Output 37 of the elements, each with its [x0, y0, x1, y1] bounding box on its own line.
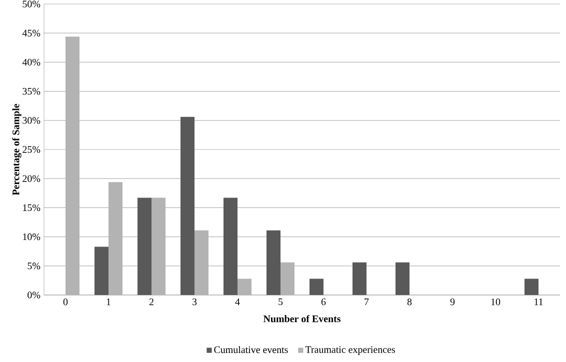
- bar: [352, 262, 367, 295]
- bar: [138, 198, 152, 295]
- x-tick-label: 8: [407, 298, 412, 306]
- y-tick-label: 40%: [22, 58, 40, 66]
- y-tick-label: 30%: [22, 117, 40, 124]
- x-tick-label: 10: [491, 298, 500, 306]
- x-tick-label: 9: [450, 298, 455, 306]
- bar: [524, 278, 539, 295]
- bar: [266, 230, 281, 295]
- legend-label: Traumatic experiences: [305, 346, 395, 355]
- x-tick-label: 2: [149, 298, 154, 306]
- y-tick-label: 25%: [22, 146, 40, 153]
- x-tick-label: 3: [192, 298, 197, 306]
- legend-label: Cumulative events: [214, 346, 288, 354]
- bar: [180, 116, 194, 295]
- bar: [224, 198, 238, 295]
- x-tick-label: 7: [364, 298, 369, 306]
- y-tick-label: 0%: [28, 292, 40, 298]
- y-tick-label: 10%: [23, 233, 40, 240]
- y-tick-label: 35%: [22, 88, 40, 95]
- bar: [94, 246, 108, 295]
- x-tick-label: 6: [321, 298, 326, 306]
- y-axis-title: Percentage of Sample: [12, 104, 22, 196]
- y-tick-label: 45%: [22, 30, 40, 36]
- x-axis-title: Number of Events: [263, 315, 341, 322]
- x-tick-label: 1: [106, 298, 110, 306]
- bar: [238, 278, 252, 295]
- bar: [310, 278, 324, 295]
- x-tick-label: 0: [63, 298, 68, 306]
- y-tick-label: 50%: [22, 0, 40, 8]
- y-tick-label: 15%: [23, 204, 40, 212]
- x-tick-label: 5: [278, 298, 283, 306]
- y-tick-label: 5%: [28, 262, 40, 270]
- x-tick-label: 11: [534, 298, 543, 306]
- y-tick-label: 20%: [22, 175, 40, 182]
- x-tick-label: 4: [235, 298, 240, 306]
- bar: [396, 262, 410, 295]
